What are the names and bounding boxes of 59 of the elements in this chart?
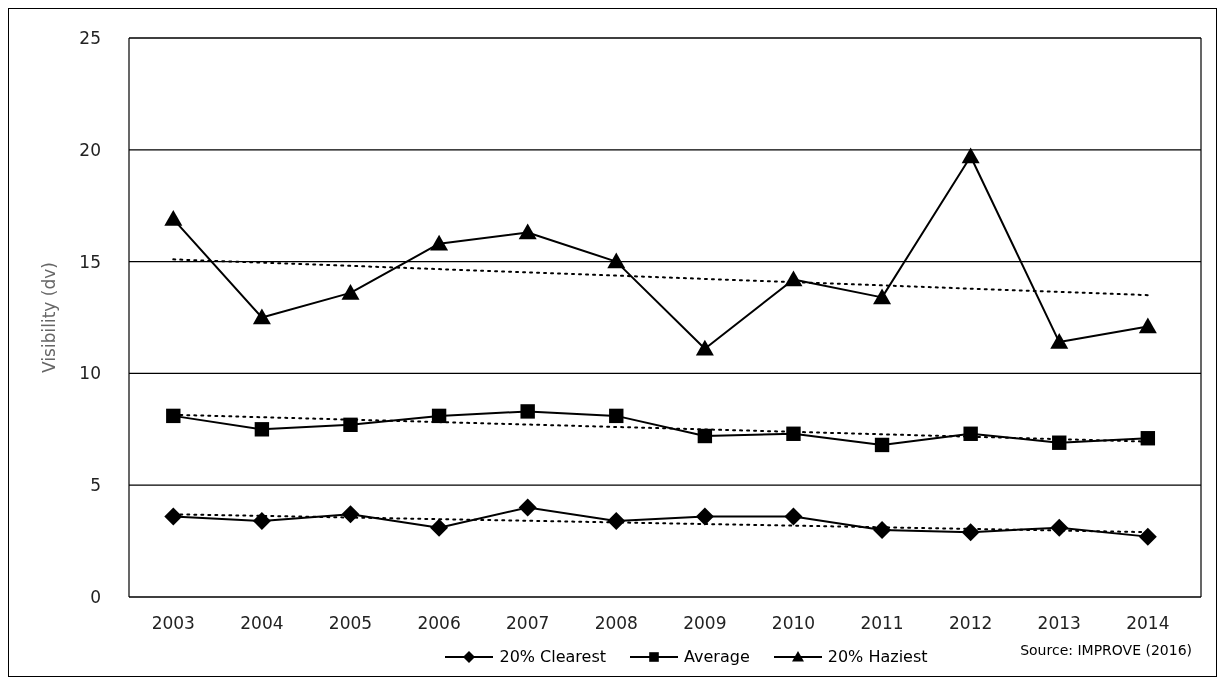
point [430,518,449,537]
x-tick-label: 2010 [771,613,816,634]
point [1050,333,1069,349]
y-tick-label: 5 [90,475,101,496]
point [341,283,360,300]
point [164,507,183,526]
point [695,339,714,356]
point [166,408,181,424]
y-tick-label: 20 [79,139,101,160]
x-tick-label: 2007 [506,613,550,634]
point [252,511,271,530]
x-tick-label: 2006 [417,613,461,634]
y-tick-label: 15 [79,251,101,272]
x-tick-label: 2013 [1037,613,1081,634]
point [609,408,624,424]
point [254,422,270,437]
point [518,498,537,517]
point [784,270,803,287]
y-axis-title: Visibility (dv) [39,262,60,373]
point [1052,435,1067,450]
point [343,417,358,433]
x-tick-label: 2014 [1126,613,1170,634]
point [695,507,714,526]
point [784,507,803,526]
point [873,520,892,539]
point [164,210,183,226]
point [874,437,890,453]
point [607,252,626,269]
legend-label: Average [684,647,750,666]
legend-label: 20% Haziest [827,647,928,666]
point [873,288,892,305]
point [961,523,980,542]
point [786,426,801,441]
y-tick-label: 0 [90,587,101,608]
point [518,223,537,240]
point [607,511,626,530]
x-tick-label: 2005 [328,613,373,634]
x-tick-label: 2003 [151,613,195,634]
x-tick-label: 2011 [860,613,904,634]
point [1140,431,1156,446]
point [1050,518,1069,537]
point [961,147,980,164]
point [520,404,535,419]
x-tick-label: 2009 [683,613,727,634]
point [1138,317,1157,334]
y-tick-label: 25 [79,28,101,49]
point [430,234,449,251]
x-tick-label: 2012 [949,613,993,634]
x-tick-label: 2008 [594,613,638,634]
point [341,505,360,524]
point [963,426,978,441]
point [697,428,713,444]
legend-label: 20% Clearest [499,647,607,666]
point [1138,527,1157,546]
point [431,408,447,424]
source-note: Source: IMPROVE (2016) [1020,642,1192,658]
x-tick-label: 2004 [240,613,284,634]
point [252,308,271,325]
y-tick-label: 10 [79,363,101,384]
